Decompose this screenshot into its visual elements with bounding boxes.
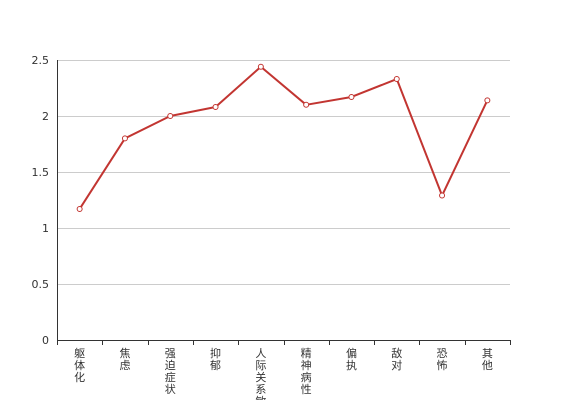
data-point[interactable] [121, 135, 128, 142]
x-tick-label: 敌对 [391, 346, 402, 372]
x-tick-label: 强迫症状 [165, 347, 176, 396]
series-line [78, 65, 489, 210]
y-tick-label: 2.5 [32, 54, 50, 67]
data-point[interactable] [484, 97, 491, 104]
data-point[interactable] [257, 63, 264, 70]
y-tick-label: 1 [42, 222, 49, 235]
y-tick-label: 0.5 [32, 278, 50, 291]
data-point[interactable] [348, 93, 355, 100]
data-point[interactable] [76, 205, 83, 212]
x-tick-label: 抑郁 [210, 346, 221, 372]
grid-lines [57, 60, 510, 285]
y-tick-label: 0 [42, 334, 49, 347]
data-point[interactable] [439, 192, 446, 199]
y-tick-label: 1.5 [32, 166, 50, 179]
y-axis: 0 0.5 1 1.5 2 2.5 [32, 54, 58, 347]
x-tick-label: 躯体化 [74, 347, 85, 384]
x-tick-label: 其他 [482, 347, 493, 372]
x-tick-label: 偏执 [346, 346, 357, 372]
x-tick-label: 恐怖 [437, 347, 448, 372]
x-axis: 躯体化 焦虑 强迫症状 抑郁 人际关系敏感 精神病性 偏执 敌对 恐怖 其他 [57, 340, 511, 400]
data-point[interactable] [303, 101, 310, 108]
data-point[interactable] [212, 104, 219, 111]
x-tick-label: 精神病性 [301, 347, 312, 396]
x-tick-label: 人际关系敏感 [255, 347, 266, 400]
data-series [76, 63, 491, 212]
x-tick-label: 焦虑 [119, 347, 130, 372]
data-point[interactable] [167, 113, 174, 119]
y-tick-label: 2 [42, 110, 49, 123]
data-point[interactable] [393, 76, 400, 83]
